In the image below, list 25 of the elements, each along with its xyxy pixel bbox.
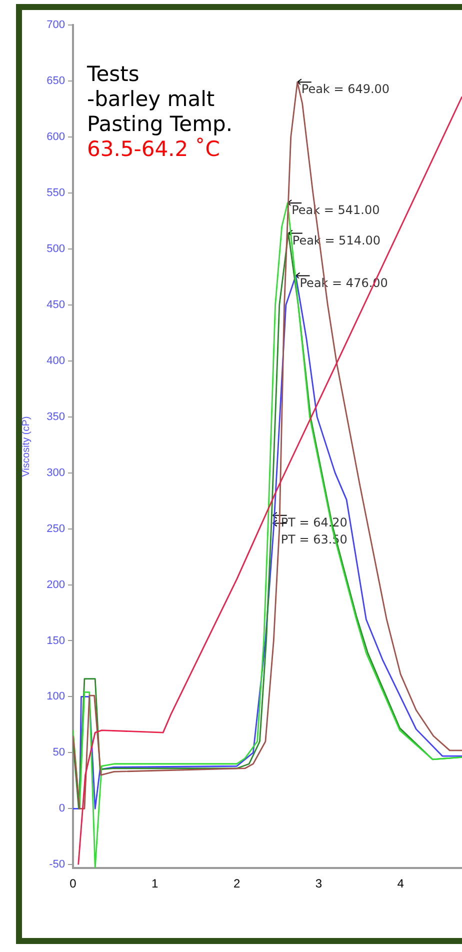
y-tick-label: 450 xyxy=(46,298,65,311)
y-tick-label: 700 xyxy=(46,19,65,32)
y-tick-label: 0 xyxy=(58,802,65,815)
y-tick-label: 500 xyxy=(46,242,65,255)
y-tick-label: 150 xyxy=(46,634,65,647)
y-tick-label: 250 xyxy=(46,522,65,535)
y-tick-label: 350 xyxy=(46,410,65,423)
annotation: Peak = 649.00 xyxy=(301,82,390,96)
y-tick-label: 650 xyxy=(46,75,65,88)
x-tick-label: 0 xyxy=(70,876,77,891)
x-tick-label: 4 xyxy=(397,876,404,891)
y-tick-label: 50 xyxy=(52,746,65,759)
y-tick-label: 550 xyxy=(46,186,65,199)
y-tick-label: 200 xyxy=(46,578,65,591)
text: Tests -barley malt Pasting Temp. xyxy=(87,62,233,137)
text: 63.5-64.2 ˚C xyxy=(87,137,221,162)
y-tick-label: 100 xyxy=(46,690,65,703)
y-tick-label: 400 xyxy=(46,354,65,367)
y-axis-title: Viscosity (cP) xyxy=(20,416,32,477)
x-tick-label: 1 xyxy=(152,876,159,891)
x-tick-label: 2 xyxy=(233,876,240,891)
y-tick-label: 300 xyxy=(46,466,65,479)
x-tick-label: 3 xyxy=(315,876,322,891)
y-tick-label: 600 xyxy=(46,130,65,143)
y-tick-label: -50 xyxy=(49,858,65,871)
